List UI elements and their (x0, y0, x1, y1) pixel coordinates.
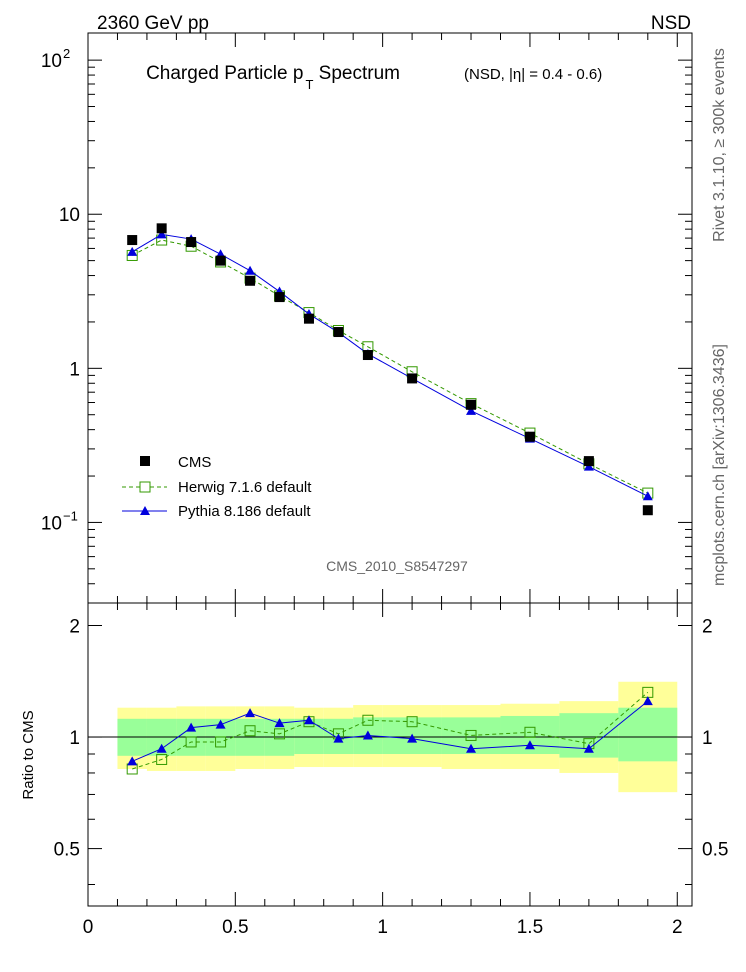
ratio-band-stat-uncertainty (618, 707, 678, 762)
ratio-y-tick-label-right: 2 (702, 616, 713, 637)
main-point-cms (186, 237, 197, 248)
source-label: mcplots.cern.ch [arXiv:1306.3436] (711, 344, 728, 586)
main-y-tick-label: 1 (69, 359, 80, 380)
plot-title: Charged Particle pT Spectrum (146, 63, 400, 92)
ratio-point-pythia (274, 718, 285, 728)
legend-marker-herwig (139, 481, 151, 493)
legend: CMS Herwig 7.1.6 default Pythia 8.186 de… (122, 454, 312, 520)
rivet-version-label: Rivet 3.1.10, ≥ 300k events (711, 48, 728, 242)
main-point-cms (524, 431, 535, 442)
ratio-y-tick-label-left: 1 (69, 728, 80, 749)
ratio-point-pythia (156, 743, 167, 753)
ratio-plot: 0 0.5 1 1.5 2 0.5 0.5 1 1 2 2 (54, 603, 728, 938)
main-y-tick-label-base: 10 (41, 51, 62, 72)
ratio-point-pythia (333, 733, 344, 743)
main-point-cms (127, 235, 138, 246)
ratio-point-pythia (303, 715, 314, 725)
ratio-x-tick-label: 1 (377, 917, 388, 938)
ratio-plot-frame (87, 602, 693, 907)
main-point-cms (362, 350, 373, 361)
process-label: NSD (651, 13, 691, 34)
ratio-point-pythia (524, 740, 535, 750)
main-y-tick-label: 10 (41, 513, 62, 534)
main-point-cms (407, 373, 418, 384)
ratio-point-pythia (583, 743, 594, 753)
ratio-y-axis-label: Ratio to CMS (20, 710, 37, 799)
energy-label: 2360 GeV pp (97, 13, 209, 34)
main-point-cms (215, 255, 226, 266)
ratio-y-tick-label-right: 0.5 (702, 840, 728, 861)
ratio-x-tick-label: 1.5 (517, 917, 543, 938)
plot-title-end: Spectrum (313, 63, 400, 84)
ratio-point-herwig (274, 728, 286, 740)
legend-marker-pythia (140, 506, 150, 515)
ratio-x-tick-label: 2 (672, 917, 683, 938)
ratio-point-herwig (244, 725, 256, 737)
legend-label-cms: CMS (178, 454, 211, 471)
main-y-tick-label: 10 (41, 51, 62, 72)
ratio-point-herwig (406, 716, 418, 728)
ratio-point-pythia (407, 733, 418, 743)
ratio-line-pythia (131, 700, 649, 762)
legend-label-herwig: Herwig 7.1.6 default (178, 479, 312, 496)
main-point-pythia (156, 229, 167, 239)
main-y-tick-label-base: 10 (59, 205, 80, 226)
analysis-tag: CMS_2010_S8547297 (326, 558, 468, 574)
main-y-tick-label-base: 1 (69, 359, 80, 380)
ratio-point-pythia (186, 722, 197, 732)
main-point-pythia (245, 265, 256, 275)
legend-marker-cms (140, 456, 150, 466)
plot-title-main: Charged Particle p (146, 63, 303, 84)
ratio-point-herwig (185, 736, 197, 748)
ratio-point-pythia (245, 708, 256, 718)
main-point-pythia (583, 461, 594, 471)
main-y-tick-label-exp: 2 (63, 46, 70, 61)
plot-title-note: (NSD, |η| = 0.4 - 0.6) (464, 66, 602, 83)
main-point-cms (466, 399, 477, 410)
ratio-point-pythia (127, 756, 138, 766)
ratio-x-tick-label: 0.5 (222, 917, 248, 938)
ratio-y-tick-label-left: 0.5 (54, 840, 80, 861)
ratio-y-tick-label-right: 1 (702, 728, 713, 749)
ratio-point-herwig (465, 729, 477, 741)
main-point-pythia (466, 405, 477, 415)
ratio-point-herwig (215, 736, 227, 748)
main-point-cms (642, 505, 653, 516)
ratio-y-tick-label-left: 2 (69, 616, 80, 637)
ratio-x-tick-label: 0 (83, 917, 94, 938)
legend-label-pythia: Pythia 8.186 default (178, 503, 311, 520)
ratio-point-herwig (524, 726, 536, 738)
main-y-tick-label-exp: −1 (63, 508, 78, 523)
main-point-cms (274, 292, 285, 303)
ratio-point-pythia (642, 696, 653, 706)
ratio-point-herwig (362, 714, 374, 726)
main-point-pythia (127, 246, 138, 256)
ratio-band-stat-uncertainty (294, 718, 324, 755)
main-point-cms (583, 456, 594, 467)
ratio-point-pythia (466, 743, 477, 753)
main-y-tick-label: 10 (59, 205, 80, 226)
main-point-pythia (642, 491, 653, 501)
main-point-cms (333, 327, 344, 338)
main-point-cms (245, 275, 256, 286)
main-y-tick-label-base: 10 (41, 513, 62, 534)
ratio-point-herwig (156, 753, 168, 765)
main-point-cms (156, 223, 167, 234)
ratio-point-pythia (215, 719, 226, 729)
ratio-point-pythia (362, 730, 373, 740)
plot-title-subscript: T (305, 77, 313, 92)
main-point-cms (303, 313, 314, 324)
